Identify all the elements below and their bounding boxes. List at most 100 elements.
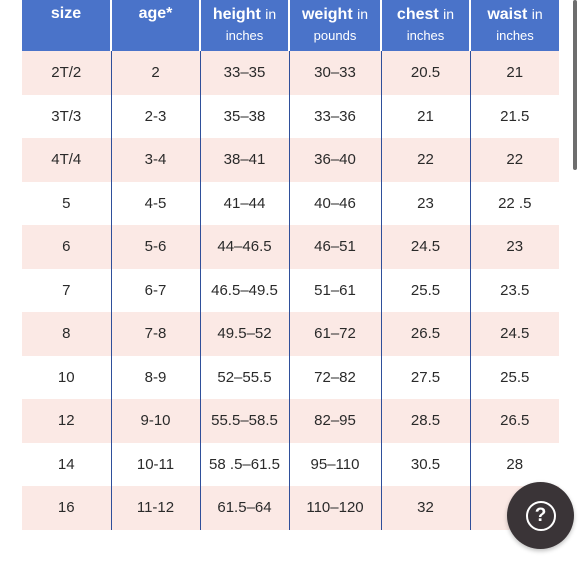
header-chest-label: chest [396, 6, 439, 23]
cell-size: 2T/2 [22, 51, 111, 95]
header-age: age* [110, 0, 200, 51]
cell-size: 7 [22, 268, 111, 312]
table-row: 10 8-9 52–55.5 72–82 27.5 25.5 [22, 355, 559, 399]
cell-height: 46.5–49.5 [199, 268, 289, 312]
cell-age: 6-7 [110, 268, 200, 312]
cell-waist: 28 [469, 442, 559, 486]
cell-size: 5 [22, 181, 111, 225]
cell-weight: 51–61 [288, 268, 381, 312]
cell-size: 3T/3 [22, 94, 111, 138]
table-row: 8 7-8 49.5–52 61–72 26.5 24.5 [22, 312, 559, 356]
cell-chest: 28.5 [380, 399, 470, 443]
size-chart: size age* height in inches weight in pou… [22, 0, 559, 530]
page-scrollbar[interactable] [573, 0, 577, 170]
cell-height: 58 .5–61.5 [199, 442, 289, 486]
header-height: height in inches [199, 0, 289, 51]
header-weight-unit: in [357, 6, 369, 22]
cell-weight: 36–40 [288, 138, 381, 182]
table-row: 2T/2 2 33–35 30–33 20.5 21 [22, 51, 559, 95]
cell-size: 16 [22, 486, 111, 530]
cell-weight: 82–95 [288, 399, 381, 443]
cell-chest: 25.5 [380, 268, 470, 312]
cell-chest: 32 [380, 486, 470, 530]
cell-height: 41–44 [199, 181, 289, 225]
cell-chest: 30.5 [380, 442, 470, 486]
cell-waist: 25.5 [469, 355, 559, 399]
cell-chest: 26.5 [380, 312, 470, 356]
cell-weight: 72–82 [288, 355, 381, 399]
header-size-label: size [50, 5, 82, 22]
header-waist: waist in inches [469, 0, 559, 51]
table-row: 7 6-7 46.5–49.5 51–61 25.5 23.5 [22, 268, 559, 312]
cell-size: 6 [22, 225, 111, 269]
header-height-label: height [212, 6, 261, 23]
cell-weight: 30–33 [288, 51, 381, 95]
header-row: size age* height in inches weight in pou… [22, 0, 559, 51]
cell-waist: 22 .5 [469, 181, 559, 225]
table-row: 6 5-6 44–46.5 46–51 24.5 23 [22, 225, 559, 269]
header-weight: weight in pounds [288, 0, 381, 51]
cell-chest: 27.5 [380, 355, 470, 399]
cell-waist: 21 [469, 51, 559, 95]
size-chart-table: size age* height in inches weight in pou… [22, 0, 559, 530]
cell-weight: 61–72 [288, 312, 381, 356]
cell-waist: 26.5 [469, 399, 559, 443]
header-height-unit: in [265, 6, 277, 22]
header-weight-label: weight [301, 6, 353, 23]
table-row: 12 9-10 55.5–58.5 82–95 28.5 26.5 [22, 399, 559, 443]
cell-age: 4-5 [110, 181, 200, 225]
cell-waist: 21.5 [469, 94, 559, 138]
cell-chest: 23 [380, 181, 470, 225]
table-row: 3T/3 2-3 35–38 33–36 21 21.5 [22, 94, 559, 138]
header-size: size [22, 0, 111, 51]
cell-waist: 24.5 [469, 312, 559, 356]
cell-age: 10-11 [110, 442, 200, 486]
question-mark-icon: ? [525, 500, 556, 531]
cell-height: 61.5–64 [199, 486, 289, 530]
cell-chest: 21 [380, 94, 470, 138]
cell-age: 5-6 [110, 225, 200, 269]
cell-size: 12 [22, 399, 111, 443]
cell-chest: 20.5 [380, 51, 470, 95]
cell-age: 11-12 [110, 486, 200, 530]
table-row: 14 10-11 58 .5–61.5 95–110 30.5 28 [22, 442, 559, 486]
header-chest: chest in inches [380, 0, 470, 51]
table-row: 4T/4 3-4 38–41 36–40 22 22 [22, 138, 559, 182]
cell-age: 8-9 [110, 355, 200, 399]
header-waist-label: waist [487, 6, 528, 23]
cell-height: 38–41 [199, 138, 289, 182]
cell-chest: 24.5 [380, 225, 470, 269]
header-age-label: age* [138, 5, 173, 22]
size-chart-body: 2T/2 2 33–35 30–33 20.5 21 3T/3 2-3 35–38 33–36 21… [22, 51, 559, 530]
header-chest-unit: in [443, 6, 455, 22]
cell-age: 7-8 [110, 312, 200, 356]
cell-age: 3-4 [110, 138, 200, 182]
table-row: 5 4-5 41–44 40–46 23 22 .5 [22, 181, 559, 225]
cell-size: 4T/4 [22, 138, 111, 182]
header-waist-sub: inches [496, 28, 534, 43]
header-waist-unit: in [531, 6, 543, 22]
cell-height: 33–35 [199, 51, 289, 95]
cell-chest: 22 [380, 138, 470, 182]
cell-weight: 95–110 [288, 442, 381, 486]
cell-weight: 33–36 [288, 94, 381, 138]
cell-height: 55.5–58.5 [199, 399, 289, 443]
cell-waist: 23.5 [469, 268, 559, 312]
cell-waist: 23 [469, 225, 559, 269]
cell-size: 8 [22, 312, 111, 356]
cell-age: 2 [110, 51, 200, 95]
cell-age: 2-3 [110, 94, 200, 138]
help-button[interactable]: ? [507, 482, 574, 549]
cell-height: 44–46.5 [199, 225, 289, 269]
cell-height: 52–55.5 [199, 355, 289, 399]
cell-weight: 110–120 [288, 486, 381, 530]
header-weight-sub: pounds [313, 28, 357, 43]
cell-size: 14 [22, 442, 111, 486]
header-height-sub: inches [225, 28, 264, 43]
header-chest-sub: inches [406, 28, 445, 43]
cell-age: 9-10 [110, 399, 200, 443]
cell-size: 10 [22, 355, 111, 399]
cell-weight: 46–51 [288, 225, 381, 269]
cell-waist: 22 [469, 138, 559, 182]
